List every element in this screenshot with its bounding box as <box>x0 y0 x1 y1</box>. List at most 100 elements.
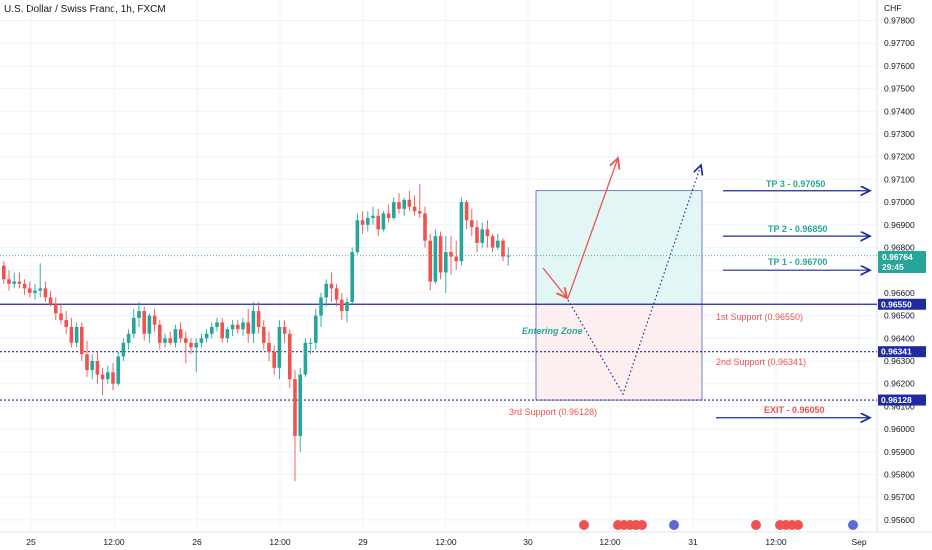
price-tick-label: 0.97100 <box>884 174 915 184</box>
candle <box>74 322 79 348</box>
candle-body <box>90 361 94 371</box>
candle-body <box>12 281 16 284</box>
candle <box>314 308 318 350</box>
candle-body <box>142 311 146 334</box>
price-tick-label: 0.97300 <box>884 129 915 139</box>
event-icon-us[interactable] <box>637 520 647 530</box>
price-tick-label: 0.97000 <box>884 197 915 207</box>
price-tick-label: 0.96400 <box>884 333 915 343</box>
event-icon-us[interactable] <box>669 520 679 530</box>
time-tick-label: 25 <box>26 537 36 547</box>
candle <box>329 272 334 302</box>
candle-body <box>210 326 214 334</box>
candle <box>230 320 235 337</box>
candle <box>501 238 505 262</box>
candle-body <box>43 288 48 298</box>
event-icon-ch[interactable] <box>579 520 589 530</box>
entering-zone-label: Entering Zone <box>522 326 583 336</box>
candle-body <box>80 326 84 355</box>
candle <box>272 345 276 375</box>
exit-label: EXIT - 0.96050 <box>764 405 825 415</box>
time-tick-label: 12:00 <box>599 537 621 547</box>
candle-body <box>282 326 287 334</box>
grid <box>0 0 877 532</box>
candle-body <box>423 213 427 241</box>
candle <box>340 292 344 321</box>
candle <box>215 317 219 332</box>
candle-body <box>48 297 53 305</box>
candle-body <box>33 290 37 293</box>
candle <box>267 331 271 361</box>
candle-body <box>199 338 204 343</box>
candle-body <box>501 240 505 257</box>
candle-body <box>350 252 354 302</box>
price-tick-label: 0.97600 <box>884 61 915 71</box>
candle-body <box>303 342 308 375</box>
price-scale: 0.97800 0.97700 0.97600 0.97500 0.97400 0.973… <box>884 16 915 525</box>
candle <box>80 322 84 361</box>
candle-body <box>397 202 401 209</box>
current-price-value: 0.96764 <box>882 252 913 262</box>
candle-body <box>121 342 126 357</box>
candle <box>199 333 204 348</box>
candle <box>168 331 172 346</box>
candle <box>48 290 53 307</box>
candle <box>480 222 484 248</box>
event-icons[interactable] <box>579 520 858 530</box>
candle <box>392 197 396 221</box>
candle <box>152 308 157 332</box>
candle-body <box>152 315 157 325</box>
candle-body <box>293 379 297 436</box>
candle-body <box>236 324 240 330</box>
event-icon-us[interactable] <box>848 520 858 530</box>
tp3-label: TP 3 - 0.97050 <box>766 179 825 189</box>
candle-body <box>85 354 89 371</box>
time-tick-label: 12:00 <box>765 537 787 547</box>
candle <box>33 283 37 300</box>
candle-body <box>355 220 360 253</box>
support-3-tag: 0.96128 <box>878 394 926 406</box>
chart-title: U.S. Dollar / Swiss Franc, 1h, FXCM <box>4 4 166 15</box>
candle-body <box>485 229 490 237</box>
candle <box>184 331 188 364</box>
support-2-tag-value: 0.96341 <box>881 347 912 357</box>
event-icon-us[interactable] <box>793 520 803 530</box>
candle <box>173 324 178 348</box>
candle-body <box>158 324 162 343</box>
price-tick-label: 0.96100 <box>884 401 915 411</box>
candle <box>371 206 375 225</box>
candle <box>293 370 297 482</box>
candle-body <box>267 342 271 352</box>
candle-body <box>69 326 74 343</box>
candle-body <box>444 252 448 273</box>
candle-body <box>215 322 219 327</box>
entry-arrow <box>542 267 567 298</box>
candle <box>22 279 27 296</box>
candle <box>251 301 256 343</box>
candle <box>350 247 354 305</box>
candle <box>496 233 500 250</box>
candle-body <box>111 372 115 384</box>
candle <box>428 233 432 291</box>
candle <box>204 329 209 343</box>
price-tick-label: 0.96300 <box>884 356 915 366</box>
candle <box>470 208 474 237</box>
candle-body <box>225 329 230 339</box>
candle-body <box>246 322 250 334</box>
event-icon-ch[interactable] <box>751 520 761 530</box>
candle-body <box>454 256 458 262</box>
candle-body <box>319 297 323 316</box>
price-tick-label: 0.96900 <box>884 220 915 230</box>
candle <box>485 220 490 248</box>
candle-body <box>28 288 32 293</box>
candle <box>381 211 386 232</box>
candle <box>121 338 126 361</box>
candle <box>444 236 448 293</box>
candle-body <box>418 211 422 214</box>
candle <box>282 320 287 343</box>
time-tick-label: 12:00 <box>269 537 291 547</box>
bullish-arrow <box>567 158 618 299</box>
candle <box>334 283 339 307</box>
price-tick-label: 0.97800 <box>884 16 915 26</box>
